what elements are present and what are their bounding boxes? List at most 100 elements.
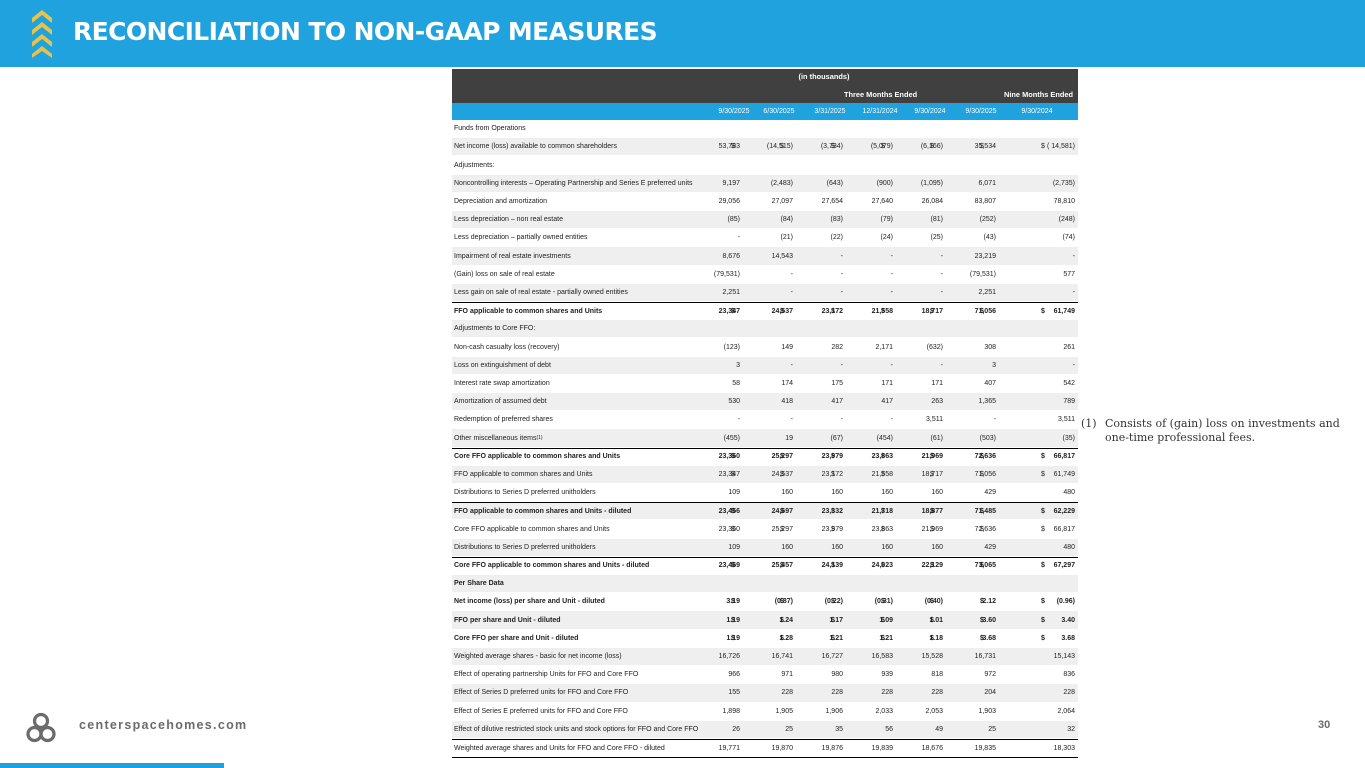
table-row: Noncontrolling interests – Operating Par…	[452, 174, 1078, 193]
row-label-text: FFO per share and Unit - diluted	[454, 616, 561, 624]
table-bottom-rule	[452, 757, 1078, 759]
row-label-text: Redemption of preferred shares	[454, 416, 553, 424]
table-cell: (21)	[780, 234, 793, 242]
row-label: Interest rate swap amortization	[454, 375, 550, 392]
table-cell: 62,229	[1053, 507, 1075, 515]
table-cell: 71,485	[974, 507, 996, 515]
table-cell: 24,537	[771, 470, 793, 478]
table-row: Funds from Operations	[452, 120, 1078, 139]
table-cell: 25	[988, 725, 996, 733]
table-cell: (3,734)	[820, 143, 843, 151]
dollar-sign: $	[780, 307, 784, 315]
period-group-row: Three Months Ended Nine Months Ended	[452, 85, 1078, 103]
accent-bar	[0, 763, 224, 768]
table-cell: 2,251	[722, 288, 740, 296]
table-cell: 66,817	[1053, 525, 1075, 533]
table-cell: 1.21	[829, 634, 843, 642]
table-cell: 1.09	[879, 616, 893, 624]
table-row: Non-cash casualty loss (recovery) (123) 14…	[452, 338, 1078, 357]
table-cell: 1,905	[775, 707, 793, 715]
table-cell: -	[1072, 252, 1075, 260]
table-cell: -	[940, 361, 943, 369]
row-label: FFO per share and Unit - diluted	[454, 611, 561, 628]
table-cell: 836	[1063, 671, 1075, 679]
table-cell: 3	[992, 361, 996, 369]
table-cell: 21,558	[871, 470, 893, 478]
table-row: Depreciation and amortization 29,056 27,09…	[452, 193, 1078, 212]
table-cell: 530	[728, 398, 740, 406]
table-cell: (0.22)	[824, 598, 843, 606]
table-cell: 429	[984, 543, 996, 551]
table-cell: 3	[736, 361, 740, 369]
table-cell: -	[840, 361, 843, 369]
row-label: FFO applicable to common shares and Unit…	[454, 503, 631, 519]
table-cell: 26	[732, 725, 740, 733]
dollar-sign: $	[831, 143, 835, 151]
row-label: Effect of dilutive restricted stock unit…	[454, 721, 698, 738]
table-cell: 789	[1063, 398, 1075, 406]
column-header-4: 9/30/2024	[914, 108, 946, 115]
table-cell: -	[890, 252, 893, 260]
table-cell: -	[737, 234, 740, 242]
dollar-sign: $	[930, 634, 934, 642]
table-cell: (74)	[1062, 234, 1075, 242]
row-label-text: Per Share Data	[454, 580, 504, 588]
row-label-text: Distributions to Series D preferred unit…	[454, 543, 596, 551]
table-cell: 2.12	[982, 598, 996, 606]
dollar-sign: $	[731, 507, 735, 515]
table-cell: 228	[931, 689, 943, 697]
table-body: Funds from Operations Net income (loss) a…	[452, 120, 1078, 758]
table-cell: 23,979	[821, 525, 843, 533]
table-cell: (2,735)	[1052, 179, 1075, 187]
table-cell: 3.60	[982, 616, 996, 624]
dollar-sign: $	[831, 307, 835, 315]
row-label-text: Noncontrolling interests – Operating Par…	[454, 179, 693, 187]
table-cell: (61)	[930, 434, 943, 442]
table-cell: 3,511	[926, 416, 943, 424]
row-label-text: Adjustments:	[454, 161, 495, 169]
table-cell: 1.24	[779, 616, 793, 624]
table-cell: (248)	[1058, 216, 1075, 224]
table-cell: 1,898	[722, 707, 740, 715]
table-cell: 1.01	[929, 616, 943, 624]
table-cell: 417	[881, 398, 893, 406]
table-cell: 15,528	[921, 652, 943, 660]
table-cell: (0.40)	[924, 598, 943, 606]
row-label: Depreciation and amortization	[454, 193, 547, 210]
table-row: Effect of Series D preferred units for F…	[452, 684, 1078, 703]
table-cell: 71,056	[974, 307, 996, 315]
table-cell: (2,483)	[770, 179, 793, 187]
table-cell: 109	[728, 489, 740, 497]
dollar-sign: $	[831, 562, 835, 570]
table-cell: 18,303	[1053, 744, 1075, 752]
table-row: Redemption of preferred shares - - - - 3,511 -…	[452, 411, 1078, 430]
row-label: FFO applicable to common shares and Unit…	[454, 303, 602, 319]
date-header-row: 9/30/2025 6/30/2025 3/31/2025 12/31/2024 9/3…	[452, 103, 1078, 120]
row-label: Noncontrolling interests – Operating Par…	[454, 175, 693, 192]
table-cell: -	[890, 270, 893, 278]
table-cell: 939	[881, 671, 893, 679]
row-label: Adjustments to Core FFO:	[454, 320, 535, 337]
dollar-sign: $	[881, 307, 885, 315]
dollar-sign: $	[980, 453, 984, 461]
table-row: Effect of dilutive restricted stock unit…	[452, 720, 1078, 739]
dollar-sign: $	[930, 453, 934, 461]
table-cell: 2,033	[875, 707, 893, 715]
dollar-sign: $	[780, 598, 784, 606]
table-cell: (252)	[979, 216, 996, 224]
row-label-text: Core FFO applicable to common shares and…	[454, 562, 650, 570]
row-label-text: Effect of Series D preferred units for F…	[454, 689, 629, 697]
table-cell: (67)	[830, 434, 843, 442]
table-cell: 35	[835, 725, 843, 733]
table-row: Less depreciation – non real estate (85) (…	[452, 211, 1078, 230]
table-cell: 23,469	[718, 562, 740, 570]
table-row: Interest rate swap amortization 58 174 175 1…	[452, 375, 1078, 394]
table-cell: 24,537	[771, 307, 793, 315]
table-cell: 78,810	[1053, 197, 1075, 205]
dollar-sign: $	[980, 143, 984, 151]
table-cell: 577	[1063, 270, 1075, 278]
table-cell: 971	[781, 671, 793, 679]
table-cell: 19,876	[821, 744, 843, 752]
table-cell: -	[790, 288, 793, 296]
table-cell: 160	[881, 489, 893, 497]
